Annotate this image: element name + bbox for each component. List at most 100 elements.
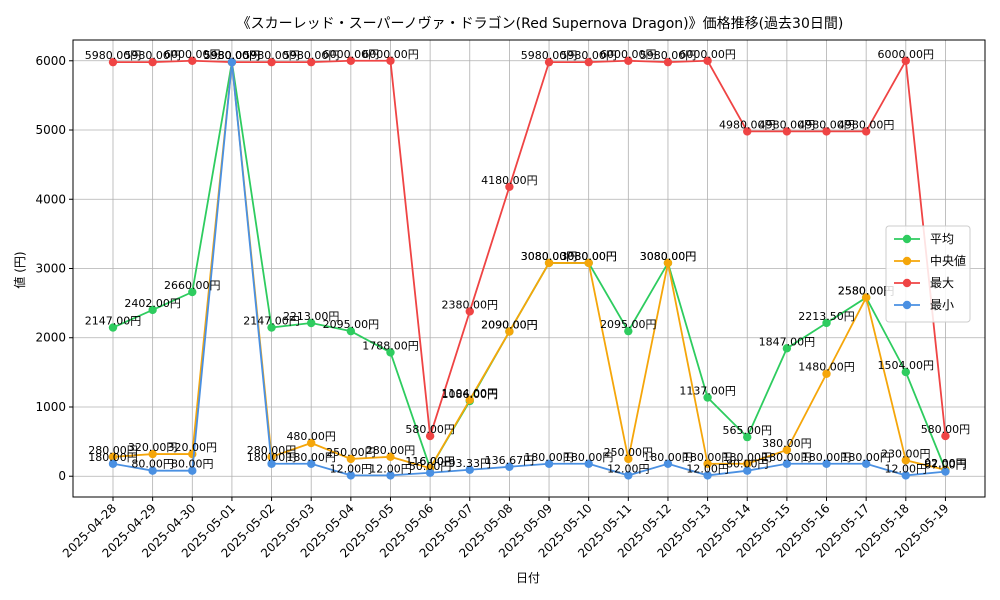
data-label: 12.00円 (686, 462, 729, 475)
data-label: 280.00円 (247, 444, 297, 457)
data-label: 2095.00円 (323, 318, 380, 331)
data-point (782, 445, 792, 455)
data-point (861, 127, 871, 136)
data-point (386, 452, 395, 462)
data-label: 180.00円 (683, 451, 733, 464)
data-label: 180.00円 (722, 451, 772, 464)
data-label: 2580.00円 (838, 285, 895, 298)
series-line (112, 62, 946, 477)
data-point (544, 459, 554, 468)
data-label: 1847.00円 (759, 335, 816, 348)
data-label: 136.67円 (485, 454, 535, 467)
data-point (703, 459, 712, 468)
data-point (624, 326, 633, 336)
legend-swatch-marker (902, 234, 912, 244)
data-label: 2147.00円 (85, 315, 142, 328)
data-point (108, 57, 118, 67)
data-point (386, 56, 395, 65)
legend-frame (885, 225, 971, 323)
data-label: 2213.00円 (283, 310, 340, 323)
y-axis: 0 1000 2000 3000 4000 5000 6000 (35, 54, 73, 483)
data-label: 116.00円 (405, 455, 455, 468)
data-point (346, 56, 356, 65)
data-point (188, 56, 197, 65)
data-label: 320.00円 (128, 441, 178, 454)
data-label: 5980.00円 (283, 49, 340, 62)
data-label: 2580.00円 (838, 285, 895, 298)
y-tick-label: 5000 (35, 123, 66, 137)
data-point (584, 57, 593, 67)
legend-swatch-marker (902, 278, 912, 288)
data-point (941, 467, 950, 476)
data-label: 180.00円 (841, 451, 891, 464)
chart-title: 《スカーレッド・スーパーノヴァ・ドラゴン(Red Supernova Drago… (237, 15, 844, 32)
data-point (307, 57, 316, 67)
data-label: 92.00円 (924, 457, 967, 470)
data-point (108, 323, 118, 332)
data-point (386, 471, 395, 480)
legend-label: 中央値 (930, 253, 966, 268)
data-label: 4980.00円 (838, 118, 895, 131)
data-label: 1788.00円 (362, 339, 419, 352)
data-label: 80.00円 (171, 458, 214, 471)
data-label: 5980.00円 (85, 49, 142, 62)
data-label: 250.00円 (604, 446, 654, 459)
data-point (624, 56, 633, 65)
data-point (386, 348, 395, 357)
data-point (822, 318, 831, 328)
data-point (307, 438, 316, 448)
data-label: 180.00円 (524, 451, 574, 464)
data-label: 1480.00円 (798, 361, 855, 374)
data-label: 93.33円 (449, 457, 492, 470)
legend-label: 平均 (930, 232, 954, 246)
data-point (861, 459, 871, 468)
data-point (743, 466, 752, 475)
data-label: 1086.00円 (442, 388, 499, 401)
data-labels-layer: 2147.00円 2402.00円 2660.00円 5980.00円 2147.00円… (85, 48, 970, 476)
data-label: 580.00円 (921, 423, 971, 436)
data-point (346, 454, 356, 464)
data-point (941, 431, 950, 441)
data-label: 4980.00円 (719, 118, 776, 131)
data-label: 5980.00円 (243, 49, 300, 62)
data-label: 5980.00円 (521, 49, 578, 62)
data-label: 12.00円 (330, 462, 373, 475)
data-label: 6000.00円 (878, 48, 935, 61)
data-label: 2213.50円 (798, 310, 855, 323)
data-label: 3080.00円 (640, 250, 697, 263)
legend-label: 最大 (930, 276, 954, 290)
data-point (901, 471, 910, 480)
data-point (425, 431, 435, 441)
data-label: 116.00円 (405, 455, 455, 468)
data-point (267, 57, 276, 67)
data-label: 580.00円 (405, 423, 455, 436)
data-point (703, 393, 712, 402)
data-point (148, 57, 157, 67)
data-label: 230.00円 (881, 447, 931, 460)
data-point (584, 459, 593, 468)
data-point (267, 323, 276, 332)
y-tick-label: 3000 (35, 262, 66, 276)
data-label: 3080.00円 (560, 250, 617, 263)
data-label: 80.00円 (131, 458, 174, 471)
data-label: 12.00円 (607, 462, 650, 475)
data-point (703, 471, 712, 480)
data-point (346, 326, 356, 336)
data-label: 5980.00円 (124, 49, 181, 62)
data-label: 6000.00円 (362, 48, 419, 61)
series-3 (108, 57, 950, 480)
data-point (188, 466, 197, 475)
data-label: 6000.00円 (679, 48, 736, 61)
data-label: 2660.00円 (164, 279, 221, 292)
data-label: 3080.00円 (521, 250, 578, 263)
data-label: 320.00円 (168, 441, 218, 454)
data-label: 180.00円 (643, 451, 693, 464)
data-point (307, 459, 316, 468)
data-point (148, 449, 157, 459)
data-point (743, 459, 752, 468)
data-label: 5980.00円 (204, 49, 261, 62)
data-label: 3080.00円 (560, 250, 617, 263)
data-label: 4180.00円 (481, 174, 538, 187)
